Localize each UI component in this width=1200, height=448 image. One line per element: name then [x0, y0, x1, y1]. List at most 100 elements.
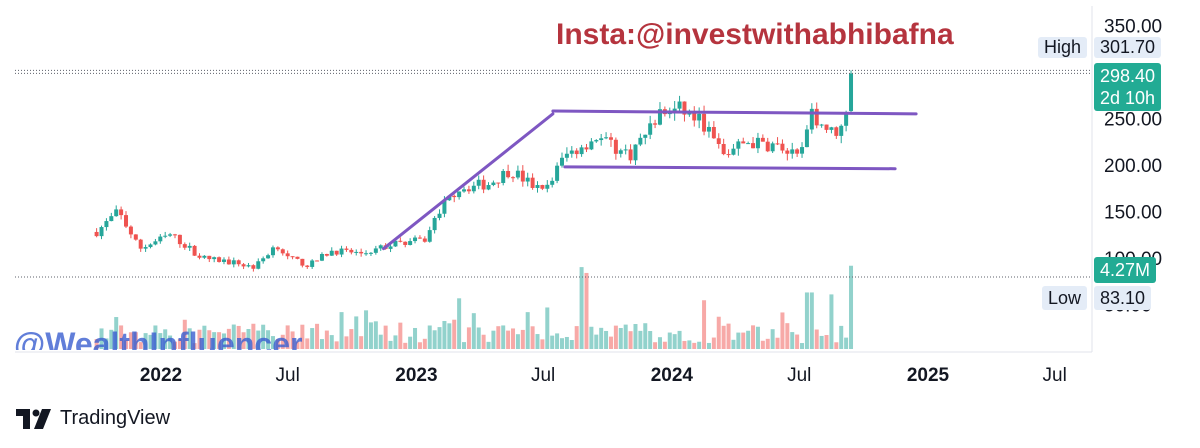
volume-bar — [628, 331, 633, 349]
tradingview-logo-text: TradingView — [60, 407, 171, 429]
volume-bar — [545, 307, 550, 349]
candle-body — [702, 113, 707, 132]
candle — [403, 241, 408, 248]
candle — [471, 181, 476, 194]
candle-body — [197, 255, 202, 258]
candle — [741, 137, 746, 144]
volume-bar — [755, 326, 760, 349]
candle — [408, 238, 413, 246]
volume-bar — [364, 310, 369, 349]
candle — [158, 234, 163, 244]
candle-body — [653, 123, 658, 125]
candle-body — [462, 189, 467, 192]
candle-body — [800, 147, 805, 154]
volume-bar — [368, 322, 373, 349]
volume-bar — [667, 332, 672, 349]
candle — [697, 107, 702, 129]
candle-body — [755, 137, 760, 149]
candle — [785, 148, 790, 161]
volume-bar — [476, 327, 481, 349]
volume-bar — [437, 327, 442, 349]
candle-body — [359, 251, 364, 254]
volume-bar — [192, 343, 197, 349]
volume-bar — [520, 329, 525, 349]
candle-body — [770, 143, 775, 152]
candle-body — [466, 189, 471, 192]
volume-bar — [511, 328, 516, 349]
volume-bar — [765, 338, 770, 349]
candle-body — [202, 255, 207, 258]
volume-bar — [94, 339, 99, 349]
candle — [564, 147, 569, 162]
candle — [452, 194, 457, 203]
candle-body — [790, 149, 795, 154]
candle — [839, 124, 844, 144]
candle-body — [706, 126, 711, 132]
high-value-tag: 301.70 — [1094, 37, 1162, 58]
candle-body — [334, 250, 339, 255]
y-tick-label: 350.00 — [1104, 17, 1162, 38]
candle-body — [604, 137, 609, 139]
candle-body — [187, 245, 192, 248]
candle — [261, 256, 266, 264]
candle — [628, 144, 633, 164]
candle — [657, 102, 662, 126]
candle-body — [324, 253, 329, 256]
volume-bar — [795, 334, 800, 349]
candle-body — [613, 139, 618, 154]
candle-body — [172, 234, 177, 236]
candle-body — [481, 179, 486, 190]
candle — [486, 182, 491, 191]
candle-body — [344, 248, 349, 250]
x-tick-label: 2025 — [907, 365, 950, 386]
candle — [168, 232, 173, 238]
volume-bar — [672, 334, 677, 349]
volume-bar — [657, 337, 662, 349]
volume-bar — [241, 332, 246, 349]
candle — [834, 126, 839, 139]
volume-bar — [613, 325, 618, 349]
candle-body — [457, 191, 462, 198]
candle-body — [550, 180, 555, 185]
candle-body — [182, 244, 187, 248]
candle — [809, 103, 814, 134]
candle — [329, 247, 334, 256]
tradingview-logo[interactable]: TradingView — [16, 407, 170, 430]
candle — [319, 252, 324, 262]
candle-body — [133, 234, 138, 240]
candle — [295, 256, 300, 260]
candle-body — [819, 124, 824, 126]
candle — [172, 233, 177, 239]
candle — [584, 143, 589, 153]
candle — [604, 132, 609, 140]
volume-bar — [515, 334, 520, 349]
volume-bar — [324, 330, 329, 349]
candle — [339, 245, 344, 258]
volume-bar — [207, 330, 212, 349]
volume-bar — [653, 342, 658, 349]
volume-bar — [702, 300, 707, 349]
candle — [765, 137, 770, 153]
candle — [736, 138, 741, 156]
candle-body — [99, 227, 104, 237]
time-axis[interactable]: 2022 Jul 2023 Jul 2024 Jul 2025 Jul — [140, 365, 1067, 386]
candle — [324, 253, 329, 257]
candle — [207, 255, 212, 263]
volume-bar — [604, 330, 609, 349]
volume-bar — [599, 327, 604, 349]
candle — [437, 209, 442, 221]
candle-body — [437, 213, 442, 218]
y-tick-label: 150.00 — [1104, 203, 1162, 224]
candle-body — [849, 73, 854, 112]
candle — [388, 243, 393, 253]
candle-body — [535, 185, 540, 188]
volume-bar — [359, 336, 364, 349]
candle — [608, 132, 613, 147]
volume-bar — [153, 325, 158, 349]
candle-body — [158, 236, 163, 242]
candle — [270, 245, 275, 258]
volume-bar — [339, 312, 344, 349]
candle-body — [638, 137, 643, 145]
candle — [545, 180, 550, 193]
